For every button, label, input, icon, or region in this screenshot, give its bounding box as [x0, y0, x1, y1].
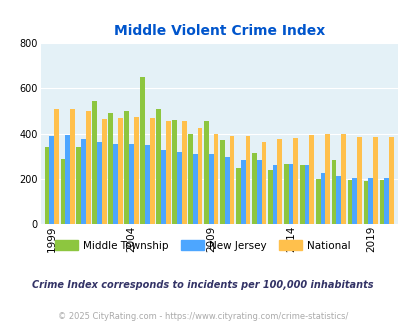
- Bar: [172, 120, 177, 224]
- Bar: [299, 165, 304, 224]
- Bar: [97, 142, 102, 224]
- Bar: [65, 135, 70, 224]
- Bar: [92, 101, 97, 224]
- Bar: [293, 138, 297, 224]
- Bar: [288, 164, 293, 224]
- Bar: [252, 153, 256, 224]
- Bar: [181, 121, 186, 224]
- Bar: [309, 135, 313, 224]
- Bar: [283, 164, 288, 224]
- Bar: [165, 121, 170, 224]
- Bar: [261, 142, 266, 224]
- Bar: [379, 180, 384, 224]
- Bar: [204, 121, 208, 224]
- Bar: [70, 109, 75, 224]
- Bar: [208, 154, 213, 224]
- Bar: [86, 111, 91, 224]
- Bar: [197, 128, 202, 224]
- Bar: [81, 139, 86, 224]
- Bar: [256, 160, 261, 224]
- Bar: [54, 109, 59, 224]
- Bar: [124, 111, 129, 224]
- Bar: [315, 179, 320, 224]
- Title: Middle Violent Crime Index: Middle Violent Crime Index: [113, 23, 324, 38]
- Bar: [384, 178, 388, 224]
- Bar: [336, 176, 341, 224]
- Bar: [45, 147, 49, 224]
- Legend: Middle Township, New Jersey, National: Middle Township, New Jersey, National: [51, 236, 354, 255]
- Bar: [363, 181, 367, 224]
- Bar: [324, 134, 329, 224]
- Bar: [372, 137, 377, 224]
- Bar: [356, 137, 361, 224]
- Bar: [224, 157, 229, 224]
- Text: © 2025 CityRating.com - https://www.cityrating.com/crime-statistics/: © 2025 CityRating.com - https://www.city…: [58, 312, 347, 321]
- Text: Crime Index corresponds to incidents per 100,000 inhabitants: Crime Index corresponds to incidents per…: [32, 280, 373, 290]
- Bar: [267, 170, 272, 224]
- Bar: [272, 165, 277, 224]
- Bar: [367, 178, 372, 224]
- Bar: [140, 77, 145, 224]
- Bar: [76, 147, 81, 224]
- Bar: [177, 152, 181, 224]
- Bar: [102, 119, 107, 224]
- Bar: [145, 145, 149, 224]
- Bar: [331, 160, 336, 224]
- Bar: [352, 178, 356, 224]
- Bar: [220, 141, 224, 224]
- Bar: [113, 144, 118, 224]
- Bar: [156, 109, 161, 224]
- Bar: [134, 116, 139, 224]
- Bar: [388, 137, 393, 224]
- Bar: [213, 134, 218, 224]
- Bar: [245, 136, 250, 224]
- Bar: [161, 149, 165, 224]
- Bar: [60, 159, 65, 224]
- Bar: [235, 168, 240, 224]
- Bar: [108, 113, 113, 224]
- Bar: [129, 144, 134, 224]
- Bar: [229, 136, 234, 224]
- Bar: [240, 160, 245, 224]
- Bar: [277, 139, 281, 224]
- Bar: [304, 165, 309, 224]
- Bar: [192, 154, 197, 224]
- Bar: [320, 173, 324, 224]
- Bar: [188, 134, 192, 224]
- Bar: [49, 136, 54, 224]
- Bar: [347, 180, 352, 224]
- Bar: [149, 118, 154, 224]
- Bar: [341, 134, 345, 224]
- Bar: [118, 118, 122, 224]
